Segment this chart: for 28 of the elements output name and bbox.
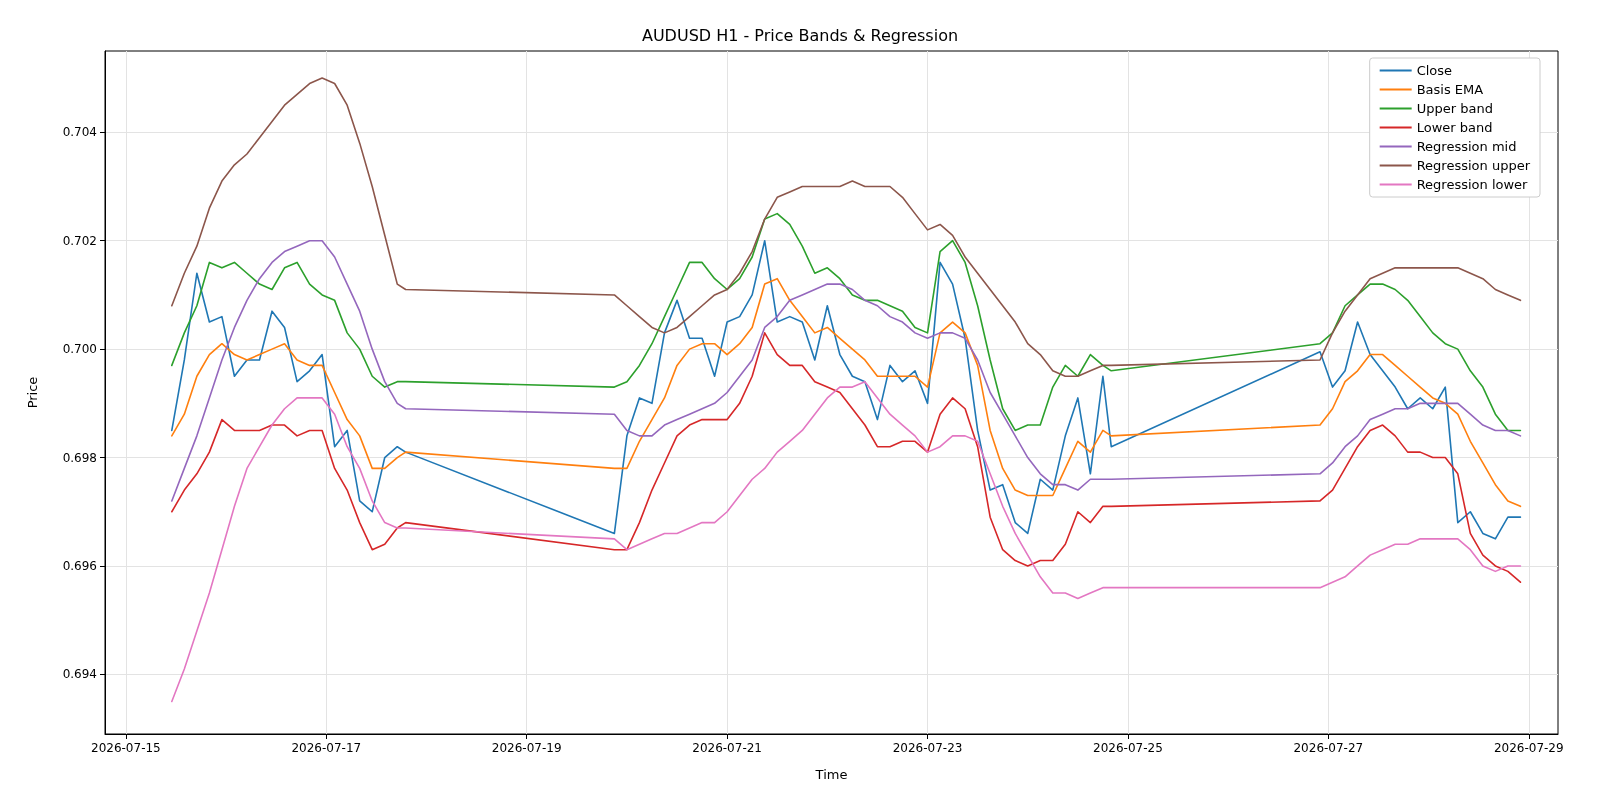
x-tick-label: 2026-07-27	[1293, 741, 1364, 755]
line-series	[171, 212, 1522, 432]
y-tick-label: 0.700	[62, 342, 97, 357]
legend-label: Upper band	[1416, 101, 1493, 116]
y-axis-title: Price	[25, 376, 40, 409]
legend-label: Regression lower	[1416, 177, 1529, 192]
x-tick-label: 2026-07-21	[692, 741, 762, 755]
x-tick-label: 2026-07-25	[1093, 741, 1163, 755]
legend-label: Lower band	[1416, 120, 1493, 135]
x-tick-label: 2026-07-17	[291, 741, 362, 755]
x-tick-label: 2026-07-19	[491, 741, 562, 755]
y-tick-label: 0.696	[62, 558, 97, 573]
y-tick-label: 0.694	[62, 667, 97, 682]
y-tick-label: 0.698	[62, 450, 97, 465]
y-tick-label: 0.702	[62, 233, 97, 248]
y-tick-label: 0.704	[62, 125, 97, 140]
legend-label: Regression mid	[1416, 139, 1517, 154]
legend-label: Basis EMA	[1416, 82, 1484, 97]
legend-label: Close	[1416, 63, 1453, 78]
x-tick-label: 2026-07-15	[91, 741, 161, 755]
x-tick-label: 2026-07-29	[1493, 741, 1564, 755]
x-axis-title: Time	[814, 767, 848, 782]
line-series	[171, 332, 1522, 584]
x-tick-label: 2026-07-23	[892, 741, 963, 755]
line-series	[171, 277, 1522, 508]
legend-label: Regression upper	[1416, 158, 1531, 173]
line-series	[171, 380, 1522, 703]
chart-title: AUDUSD H1 - Price Bands & Regression	[641, 25, 959, 45]
